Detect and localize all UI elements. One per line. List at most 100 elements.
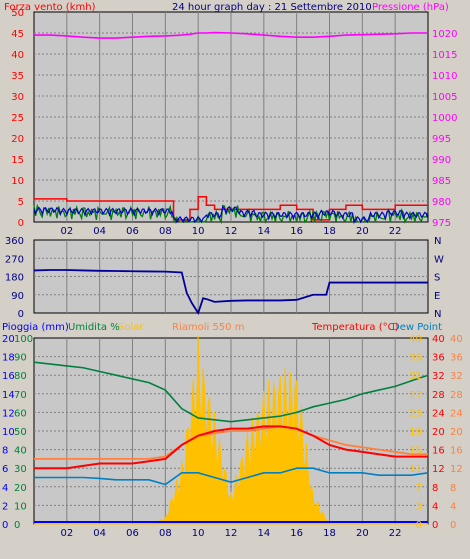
y-tick-temp2: 40 bbox=[450, 334, 463, 345]
y-tick-temp: 36 bbox=[432, 353, 445, 364]
y-tick-left: 20 bbox=[11, 134, 24, 145]
y-tick-solar: 7 bbox=[416, 483, 422, 494]
y-tick-left: 25 bbox=[11, 113, 24, 124]
series-solar bbox=[34, 335, 428, 525]
y-tick-right: 1020 bbox=[432, 29, 457, 40]
y-tick-right: N bbox=[434, 309, 441, 320]
y-tick-temp2: 28 bbox=[450, 390, 463, 401]
x-tick-label: 16 bbox=[290, 226, 303, 237]
label-temperature: Temperatura (°C) bbox=[311, 322, 399, 333]
x-tick-label: 06 bbox=[126, 528, 139, 539]
label-dewpoint: Dew Point bbox=[392, 322, 442, 333]
x-tick-label: 10 bbox=[192, 226, 205, 237]
series-feels bbox=[34, 425, 428, 460]
y-tick-temp2: 24 bbox=[450, 408, 463, 419]
y-tick-left: 0 bbox=[18, 218, 24, 229]
x-tick-label: 04 bbox=[93, 528, 106, 539]
y-tick-temp: 0 bbox=[432, 520, 438, 531]
y-tick-temp2: 20 bbox=[450, 427, 463, 438]
y-tick-left: 180 bbox=[5, 273, 24, 284]
y-tick-humidity: 70 bbox=[14, 390, 27, 401]
panel-wind-pressure: 0510152025303540455097598098599099510001… bbox=[11, 8, 457, 237]
x-tick-label: 12 bbox=[225, 528, 238, 539]
y-tick-humidity: 0 bbox=[14, 520, 20, 531]
y-tick-rain: 6 bbox=[2, 464, 8, 475]
y-tick-humidity: 80 bbox=[14, 371, 27, 382]
series-dewpoint bbox=[34, 467, 429, 486]
y-tick-solar: 23 bbox=[409, 408, 422, 419]
y-tick-rain: 12 bbox=[2, 408, 15, 419]
y-tick-right: E bbox=[434, 291, 440, 302]
x-tick-label: 22 bbox=[389, 528, 402, 539]
y-tick-solar: 15 bbox=[409, 446, 422, 457]
x-tick-label: 18 bbox=[323, 528, 336, 539]
y-tick-humidity: 30 bbox=[14, 464, 27, 475]
y-tick-temp2: 8 bbox=[450, 483, 456, 494]
y-tick-solar: 19 bbox=[409, 427, 422, 438]
title-pressure: Pressione (hPa) bbox=[372, 2, 449, 13]
y-tick-humidity: 20 bbox=[14, 483, 27, 494]
label-feels: Riamoli 550 m bbox=[172, 322, 244, 333]
y-tick-solar: 31 bbox=[409, 371, 422, 382]
y-tick-rain: 2 bbox=[2, 501, 8, 512]
y-tick-temp: 16 bbox=[432, 446, 445, 457]
y-tick-right: W bbox=[434, 254, 444, 265]
y-tick-rain: 16 bbox=[2, 371, 15, 382]
x-tick-label: 22 bbox=[389, 226, 402, 237]
y-tick-temp: 32 bbox=[432, 371, 445, 382]
y-tick-temp2: 32 bbox=[450, 371, 463, 382]
x-tick-label: 14 bbox=[257, 528, 270, 539]
y-tick-temp: 8 bbox=[432, 483, 438, 494]
y-tick-humidity: 100 bbox=[14, 334, 33, 345]
title-date: 24 hour graph day : 21 Settembre 2010 bbox=[172, 2, 372, 13]
y-tick-right: 985 bbox=[432, 176, 451, 187]
y-tick-left: 50 bbox=[11, 8, 24, 19]
y-tick-temp2: 16 bbox=[450, 446, 463, 457]
y-tick-right: 995 bbox=[432, 134, 451, 145]
x-tick-label: 02 bbox=[60, 226, 73, 237]
y-tick-rain: 18 bbox=[2, 353, 15, 364]
y-tick-right: 1015 bbox=[432, 50, 457, 61]
x-tick-label: 06 bbox=[126, 226, 139, 237]
y-tick-solar: 40 bbox=[409, 334, 422, 345]
y-tick-temp2: 4 bbox=[450, 501, 456, 512]
x-tick-label: 12 bbox=[225, 226, 238, 237]
label-rain: Pioggia (mm) bbox=[2, 322, 69, 333]
x-tick-label: 10 bbox=[192, 528, 205, 539]
y-tick-left: 360 bbox=[5, 236, 24, 247]
y-tick-rain: 10 bbox=[2, 427, 15, 438]
series-wind-gust bbox=[33, 205, 429, 224]
y-tick-right: 980 bbox=[432, 197, 451, 208]
y-tick-rain: 8 bbox=[2, 446, 8, 457]
y-tick-temp: 28 bbox=[432, 390, 445, 401]
series-direction bbox=[33, 269, 428, 316]
y-tick-right: 1005 bbox=[432, 92, 457, 103]
y-tick-solar: 11 bbox=[409, 464, 422, 475]
series-humidity bbox=[33, 361, 429, 423]
series-pressure bbox=[34, 31, 428, 39]
y-tick-left: 270 bbox=[5, 254, 24, 265]
y-tick-left: 0 bbox=[18, 309, 24, 320]
y-tick-right: 1010 bbox=[432, 71, 457, 82]
y-tick-rain: 14 bbox=[2, 390, 15, 401]
y-tick-left: 5 bbox=[18, 197, 24, 208]
y-tick-left: 10 bbox=[11, 176, 24, 187]
title-wind: Forza vento (kmh) bbox=[4, 2, 96, 13]
y-tick-right: 1000 bbox=[432, 113, 457, 124]
y-tick-left: 40 bbox=[11, 50, 24, 61]
x-tick-label: 14 bbox=[257, 226, 270, 237]
y-tick-rain: 20 bbox=[2, 334, 15, 345]
x-tick-label: 18 bbox=[323, 226, 336, 237]
y-tick-temp: 20 bbox=[432, 427, 445, 438]
y-tick-right: S bbox=[434, 273, 440, 284]
y-tick-left: 15 bbox=[11, 155, 24, 166]
y-tick-humidity: 50 bbox=[14, 427, 27, 438]
y-tick-rain: 0 bbox=[2, 520, 8, 531]
y-tick-solar: 35 bbox=[409, 353, 422, 364]
x-tick-label: 02 bbox=[60, 528, 73, 539]
y-tick-solar: 0 bbox=[416, 520, 422, 531]
y-tick-right: 975 bbox=[432, 218, 451, 229]
series-temperature bbox=[34, 425, 428, 470]
